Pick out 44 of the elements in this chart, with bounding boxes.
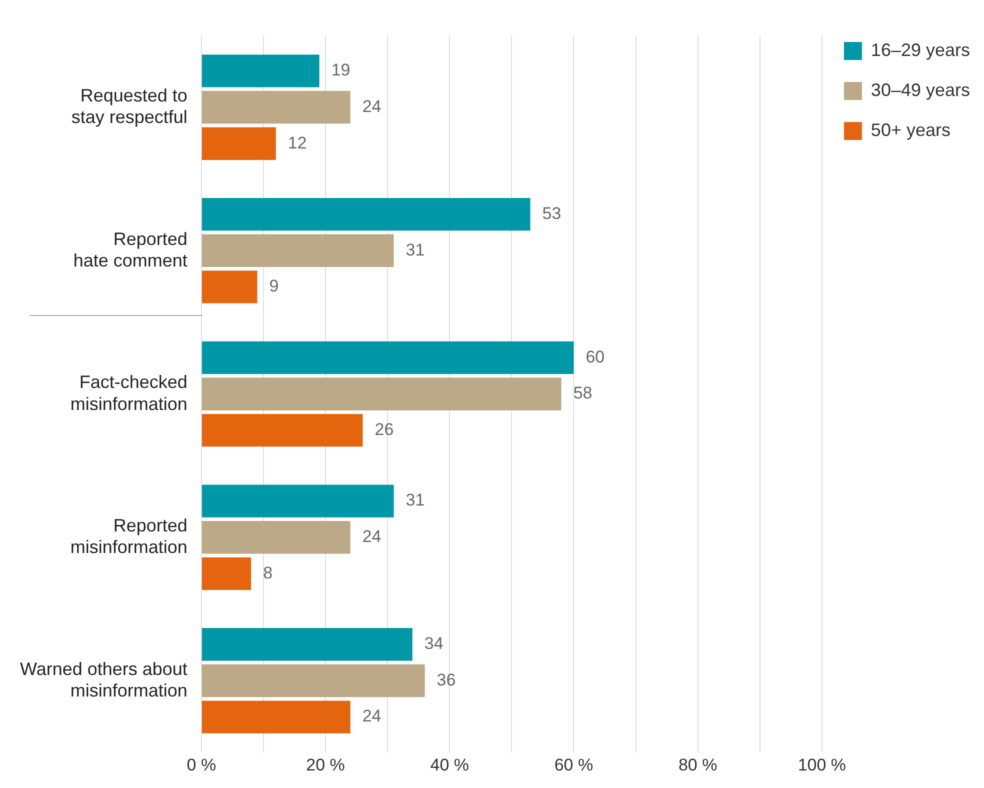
data-label: 8	[263, 563, 273, 582]
x-tick-label: 0 %	[186, 755, 216, 774]
bar	[202, 198, 530, 231]
data-label: 24	[362, 706, 382, 726]
x-tick-label: 20 %	[306, 755, 345, 774]
bar	[202, 414, 363, 447]
y-tick-label: Reported misinformation	[70, 516, 188, 558]
data-label: 24	[362, 96, 382, 116]
bar	[202, 484, 394, 518]
legend-label: 30–49 years	[870, 80, 970, 100]
legend-label: 50+ years	[870, 120, 950, 140]
x-tick-label: 60 %	[554, 755, 594, 774]
bar	[202, 341, 574, 374]
bar	[202, 700, 350, 734]
bar	[202, 90, 350, 124]
legend-label: 16–29 years	[870, 40, 970, 60]
bar	[202, 664, 425, 698]
bar	[202, 270, 258, 304]
x-tick-label: 100 %	[798, 755, 846, 774]
data-label: 58	[573, 384, 592, 403]
data-label: 12	[288, 133, 307, 152]
bar	[202, 234, 394, 267]
y-tick-label: Requested to stay respectful	[71, 85, 188, 128]
bar	[202, 628, 412, 661]
data-label: 34	[424, 634, 444, 654]
x-tick-label: 40 %	[430, 755, 470, 774]
data-label: 31	[406, 240, 425, 260]
data-label: 53	[542, 204, 562, 224]
y-tick-label: Warned others about misinformation	[20, 658, 188, 700]
y-tick-label: Fact-checked misinformation	[70, 372, 188, 414]
data-label: 60	[586, 347, 605, 366]
data-label: 26	[374, 420, 394, 440]
data-label: 36	[436, 670, 456, 690]
bar	[202, 378, 562, 410]
data-label: 9	[269, 276, 279, 296]
data-label: 19	[331, 60, 350, 80]
bar	[202, 127, 276, 160]
data-label: 31	[406, 490, 425, 510]
data-label: 24	[362, 527, 382, 546]
y-tick-label: Reported hate comment	[73, 228, 188, 270]
x-tick-label: 80 %	[678, 755, 718, 774]
bar	[202, 521, 350, 554]
bar	[202, 54, 320, 88]
bar	[202, 557, 252, 590]
